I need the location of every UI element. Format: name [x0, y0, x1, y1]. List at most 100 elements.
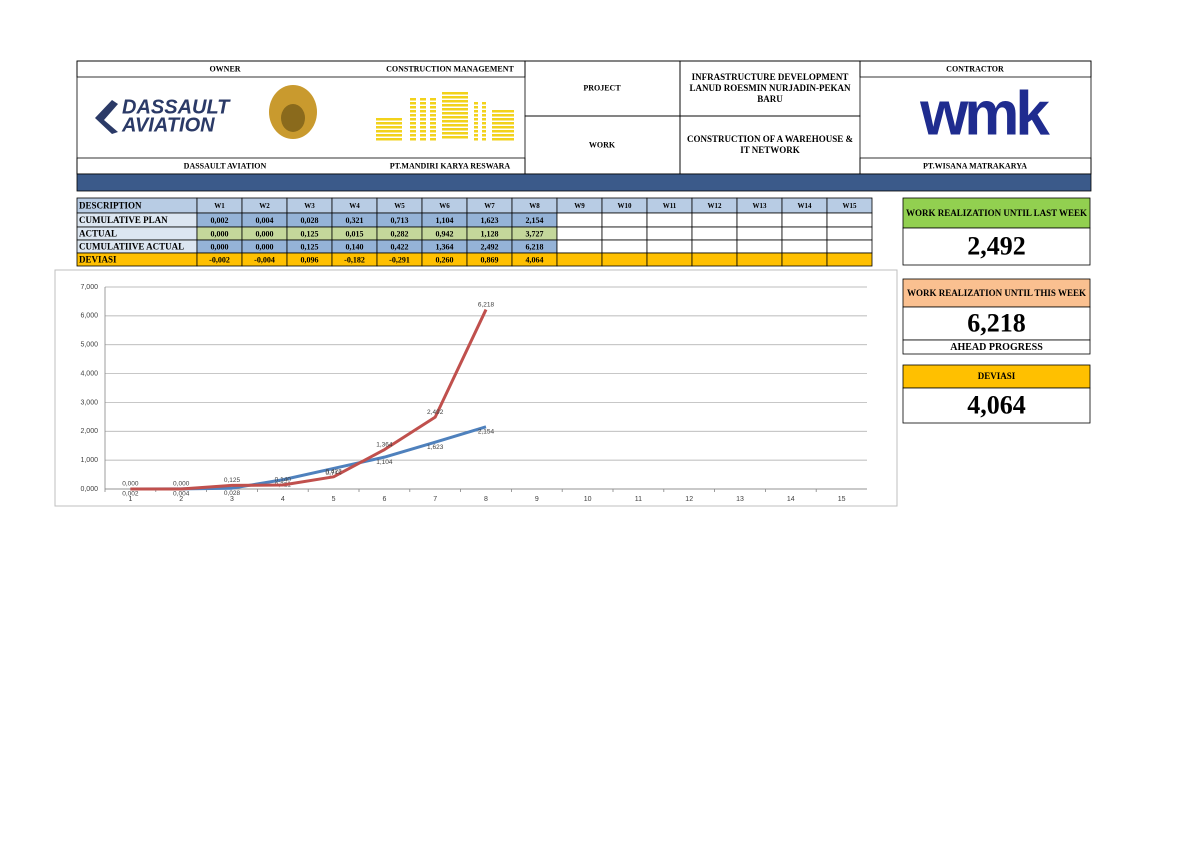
cm-logo-bar	[474, 114, 478, 117]
table-value: 0,140	[346, 242, 364, 251]
summary-title-box: DEVIASI	[978, 371, 1016, 381]
table-header: W10	[618, 202, 633, 210]
cm-logo-bar	[420, 114, 426, 117]
table-cell	[601, 252, 648, 267]
row-label: DEVIASI	[79, 255, 117, 265]
cm-logo-bar	[410, 102, 416, 105]
y-tick-label: 6,000	[80, 313, 98, 320]
cm-logo-bar	[376, 126, 402, 129]
cm-logo-bar	[420, 110, 426, 113]
table-value: 6,218	[526, 242, 544, 251]
cm-logo-bar	[482, 130, 486, 133]
table-cell	[826, 252, 873, 267]
x-tick-label: 8	[484, 496, 488, 503]
data-label: 1,364	[376, 441, 393, 448]
table-header: W9	[574, 202, 585, 210]
table-value: 0,869	[481, 255, 499, 264]
data-label: 0,422	[325, 469, 342, 476]
data-label: 0,125	[224, 477, 241, 484]
x-tick-label: 10	[584, 496, 592, 503]
work-label: WORK	[589, 140, 616, 149]
table-cell	[691, 212, 738, 228]
y-tick-label: 5,000	[80, 342, 98, 349]
cm-logo-bar	[482, 106, 486, 109]
cm-logo-bar	[420, 106, 426, 109]
summary-value-cell	[902, 227, 1091, 266]
y-tick-label: 2,000	[80, 428, 98, 435]
table-cell	[826, 226, 873, 241]
x-tick-label: 12	[685, 496, 693, 503]
table-header: W7	[484, 202, 495, 210]
dassault-mark	[95, 100, 118, 134]
table-cell	[556, 252, 603, 267]
cm-logo-bar	[492, 130, 514, 133]
table-value: 0,125	[301, 229, 319, 238]
cm-logo-bar	[474, 138, 478, 141]
table-header: W4	[349, 202, 360, 210]
summary-title-box: WORK REALIZATION UNTIL LAST WEEK	[906, 208, 1087, 218]
cm-logo-bar	[474, 130, 478, 133]
table-value: 0,004	[256, 216, 274, 225]
table-cell	[781, 252, 828, 267]
cm-logo-bar	[474, 118, 478, 121]
project-text-box: INFRASTRUCTURE DEVELOPMENT LANUD ROESMIN…	[689, 72, 851, 104]
cm-logo-bar	[420, 138, 426, 141]
table-value: -0,002	[209, 255, 230, 264]
table-value: 0,942	[436, 229, 454, 238]
cm-logo-bar	[492, 134, 514, 137]
cm-logo-bar	[410, 130, 416, 133]
cm-logo-bar	[430, 118, 436, 121]
summary-value: 6,218	[967, 308, 1026, 337]
cm-logo-bar	[376, 138, 402, 141]
x-tick-label: 4	[281, 496, 285, 503]
x-tick-label: 5	[332, 496, 336, 503]
summary-note-cell	[902, 339, 1091, 355]
owner-name: DASSAULT AVIATION	[184, 161, 267, 170]
table-value: 2,154	[526, 216, 544, 225]
cm-logo-bar	[430, 134, 436, 137]
table-value: 1,128	[481, 229, 499, 238]
cm-logo-bar	[376, 134, 402, 137]
data-label: 1,104	[376, 459, 393, 466]
table-cell	[781, 226, 828, 241]
cm-logo-bar	[410, 98, 416, 101]
table-cell	[736, 212, 783, 228]
table-value: 0,282	[391, 229, 409, 238]
cm-logo-bar	[482, 126, 486, 129]
chart-frame	[54, 269, 898, 507]
data-label: 0,000	[122, 481, 139, 488]
cm-logo-bar	[492, 118, 514, 121]
dassault-logo: DASSAULT	[122, 96, 231, 118]
contractor-label-cell	[859, 60, 1092, 78]
table-cell	[736, 239, 783, 254]
table-header: DESCRIPTION	[79, 201, 142, 211]
table-cell	[736, 226, 783, 241]
row-label: CUMULATIIVE ACTUAL	[79, 242, 184, 252]
cm-logo-bar	[430, 98, 436, 101]
data-label: 2,492	[427, 409, 444, 416]
cm-logo-bar	[442, 136, 468, 139]
cm-logo-bar	[442, 120, 468, 123]
x-tick-label: 3	[230, 496, 234, 503]
cm-logo-bar	[474, 126, 478, 129]
summary-note: AHEAD PROGRESS	[950, 342, 1043, 353]
table-value: 0,713	[391, 216, 409, 225]
summary-title: WORK REALIZATION UNTIL THIS WEEK	[906, 287, 1087, 298]
contractor-label: CONTRACTOR	[946, 64, 1004, 73]
table-value: 1,104	[436, 216, 454, 225]
table-value: 0,015	[346, 229, 364, 238]
table-cell	[601, 239, 648, 254]
cm-logo-bar	[410, 134, 416, 137]
row-label: CUMULATIVE PLAN	[79, 215, 168, 225]
table-cell	[781, 212, 828, 228]
cm-logo-bar	[492, 114, 514, 117]
table-value: -0,291	[389, 255, 410, 264]
cm-logo-bar	[430, 106, 436, 109]
table-value: 0,000	[211, 229, 229, 238]
table-header: W2	[259, 202, 270, 210]
cm-logo-bar	[442, 104, 468, 107]
project-text: INFRASTRUCTURE DEVELOPMENT LANUD ROESMIN…	[689, 72, 851, 104]
table-header: W14	[798, 202, 813, 210]
table-header: W12	[708, 202, 723, 210]
table-header: W15	[843, 202, 858, 210]
